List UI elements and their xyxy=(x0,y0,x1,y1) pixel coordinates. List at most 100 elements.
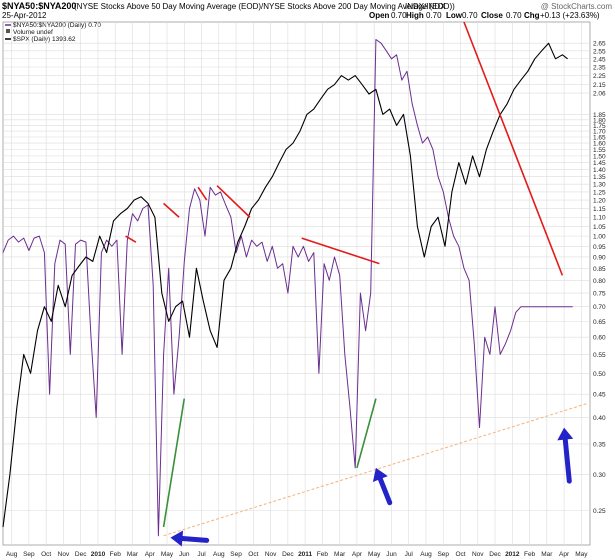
y-tick-label: 0.30 xyxy=(593,472,606,479)
y-tick-label: 1.70 xyxy=(593,129,606,136)
y-tick-label: 2.35 xyxy=(593,65,606,72)
y-tick-label: 1.45 xyxy=(593,160,606,167)
open-value: 0.70 xyxy=(391,11,407,20)
green-trendline xyxy=(162,398,186,528)
y-tick-label: 1.40 xyxy=(593,167,606,174)
y-tick-label: 1.85 xyxy=(593,112,606,119)
x-tick-label: May xyxy=(161,551,174,558)
legend-label: Volume undef xyxy=(13,29,53,36)
arrow-head xyxy=(170,530,184,547)
x-tick-label: Apr xyxy=(559,551,570,558)
red-trendline xyxy=(197,186,208,201)
y-tick-label: 0.65 xyxy=(593,319,606,326)
x-tick-label: Mar xyxy=(334,551,346,558)
high-value: 0.70 xyxy=(426,11,442,20)
red-trendline xyxy=(163,202,180,218)
x-tick-label: Apr xyxy=(145,551,156,558)
open-label: Open xyxy=(369,11,390,20)
y-tick-label: 1.65 xyxy=(593,134,606,141)
x-tick-label: Dec xyxy=(75,551,87,558)
ratio-series-line xyxy=(2,39,573,537)
y-tick-label: 1.50 xyxy=(593,153,606,160)
y-tick-label: 0.60 xyxy=(593,335,606,342)
low-label: Low xyxy=(446,11,463,20)
x-tick-label: Jun xyxy=(386,551,397,558)
y-tick-label: 1.75 xyxy=(593,123,606,130)
plot-area xyxy=(2,21,589,547)
high-label: High xyxy=(406,11,424,20)
x-tick-label: Feb xyxy=(110,551,122,558)
y-tick-label: 1.35 xyxy=(593,174,606,181)
y-tick-label: 1.10 xyxy=(593,215,606,222)
y-tick-label: 0.35 xyxy=(593,441,606,448)
exchange-label: INDX/INDX xyxy=(405,2,446,11)
green-trendline xyxy=(356,398,377,469)
y-tick-label: 1.60 xyxy=(593,141,606,148)
x-tick-label: Nov xyxy=(58,551,70,558)
arrow-head xyxy=(372,467,388,483)
x-tick-label: Jun xyxy=(179,551,190,558)
chart-header: $NYA50:$NYA200 (NYSE Stocks Above 50 Day… xyxy=(2,1,612,20)
y-tick-label: 0.80 xyxy=(593,278,606,285)
y-tick-label: 1.20 xyxy=(593,198,606,205)
y-tick-label: 2.15 xyxy=(593,82,606,89)
legend-swatch xyxy=(6,29,10,33)
x-tick-label: Sep xyxy=(437,551,449,558)
chg-value: +0.13 (+23.63%) xyxy=(540,11,600,20)
x-tick-label: 2010 xyxy=(91,551,106,558)
y-tick-label: 0.85 xyxy=(593,266,606,273)
x-tick-label: Sep xyxy=(23,551,35,558)
y-tick-label: 0.70 xyxy=(593,304,606,311)
x-tick-label: 2012 xyxy=(505,551,520,558)
x-axis: Aug Sep Oct Nov Dec 2010 Feb Mar Apr May Jun Jul Aug… xyxy=(6,551,588,558)
y-tick-label: 0.45 xyxy=(593,392,606,399)
x-tick-label: Jul xyxy=(405,551,414,558)
y-tick-label: 0.75 xyxy=(593,291,606,298)
x-tick-label: May xyxy=(368,551,381,558)
red-trendline xyxy=(463,21,564,276)
x-tick-label: Oct xyxy=(248,551,258,558)
y-tick-label: 1.05 xyxy=(593,224,606,231)
y-tick-label: 1.30 xyxy=(593,182,606,189)
grid xyxy=(2,21,591,546)
x-tick-label: Oct xyxy=(455,551,465,558)
watermark: @ StockCharts.com xyxy=(541,2,613,11)
y-tick-label: 2.25 xyxy=(593,73,606,80)
y-tick-label: 0.55 xyxy=(593,352,606,359)
y-tick-label: 0.90 xyxy=(593,254,606,261)
red-trendline xyxy=(125,235,137,243)
y-tick-label: 2.55 xyxy=(593,48,606,55)
arrow-shaft xyxy=(179,536,210,543)
close-label: Close xyxy=(481,11,503,20)
x-tick-label: Feb xyxy=(317,551,329,558)
plot-frame xyxy=(2,21,591,546)
y-tick-label: 1.25 xyxy=(593,189,606,196)
date-label: 25-Apr-2012 xyxy=(2,11,47,20)
low-value: 0.70 xyxy=(462,11,478,20)
spx-series-line xyxy=(2,42,568,528)
y-tick-label: 2.45 xyxy=(593,56,606,63)
symbol-label: $NYA50:$NYA200 xyxy=(2,1,76,11)
y-tick-label: 0.25 xyxy=(593,508,606,515)
x-tick-label: Mar xyxy=(541,551,553,558)
x-tick-label: Aug xyxy=(420,551,432,558)
x-tick-label: Aug xyxy=(6,551,18,558)
arrow-head xyxy=(557,427,574,441)
y-tick-label: 1.55 xyxy=(593,147,606,154)
x-tick-label: Aug xyxy=(213,551,225,558)
x-tick-label: Mar xyxy=(127,551,139,558)
red-trendline xyxy=(301,237,380,265)
legend-label: $SPX (Daily) 1393.62 xyxy=(13,36,76,43)
x-tick-label: Nov xyxy=(265,551,277,558)
y-tick-label: 0.50 xyxy=(593,371,606,378)
y-tick-label: 1.80 xyxy=(593,117,606,124)
close-value: 0.70 xyxy=(506,11,522,20)
x-tick-label: May xyxy=(575,551,588,558)
x-tick-label: Jul xyxy=(197,551,206,558)
x-tick-label: Sep xyxy=(230,551,242,558)
y-tick-label: 1.15 xyxy=(593,206,606,213)
arrow-shaft xyxy=(377,476,393,506)
chg-label: Chg xyxy=(524,11,540,20)
y-tick-label: 1.00 xyxy=(593,234,606,241)
